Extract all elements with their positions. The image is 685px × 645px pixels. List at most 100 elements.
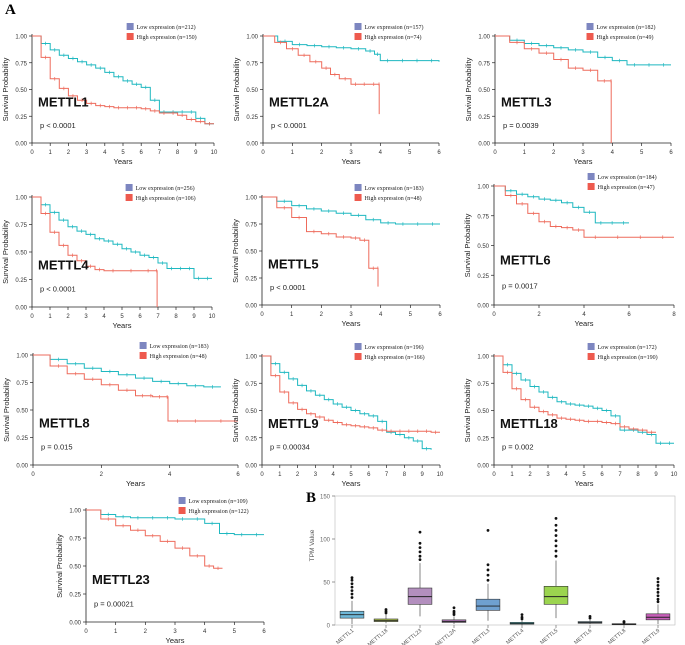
y-tick-label: 0.50 bbox=[245, 250, 257, 256]
curve-high-expression bbox=[262, 355, 440, 433]
outlier-point bbox=[418, 530, 422, 534]
y-tick-label: 0 bbox=[327, 624, 331, 630]
x-tick-label: 0 bbox=[261, 150, 265, 156]
outlier-point bbox=[350, 596, 354, 599]
legend-swatch-low bbox=[354, 23, 362, 30]
outlier-point bbox=[452, 606, 456, 610]
y-axis-label: Survival Probability bbox=[232, 57, 241, 121]
legend-label-low: Low expression (n=196) bbox=[365, 344, 424, 351]
legend-swatch-low bbox=[587, 343, 595, 350]
outlier-point bbox=[350, 578, 354, 582]
plot-title: METTL2A bbox=[269, 95, 330, 110]
x-tick-label: 10 bbox=[671, 472, 678, 478]
legend-swatch-low bbox=[587, 173, 595, 180]
legend-label-high: High expression (n=150) bbox=[137, 34, 197, 41]
p-value: p = 0.015 bbox=[41, 443, 73, 452]
x-axis-label: Years bbox=[113, 321, 132, 330]
outlier-point bbox=[656, 584, 660, 587]
x-tick-label: 1 bbox=[291, 150, 295, 156]
x-tick-label: METTL6 bbox=[573, 628, 593, 645]
x-tick-label: 9 bbox=[654, 472, 658, 478]
x-tick-label: 6 bbox=[140, 150, 144, 156]
outlier-point bbox=[554, 529, 558, 532]
y-tick-label: 150 bbox=[320, 495, 331, 501]
y-tick-label: 0.00 bbox=[16, 464, 28, 470]
x-axis-label: Years bbox=[342, 157, 361, 166]
y-tick-label: 0.50 bbox=[477, 244, 489, 250]
legend-swatch-low bbox=[586, 23, 594, 30]
legend-swatch-high bbox=[354, 353, 362, 360]
x-tick-label: 1 bbox=[523, 150, 527, 156]
y-tick-label: 1.00 bbox=[477, 185, 489, 191]
x-tick-label: 3 bbox=[314, 472, 318, 478]
y-tick-label: 0.50 bbox=[15, 88, 27, 94]
x-tick-label: METTL4 bbox=[505, 628, 525, 645]
box-mettl3 bbox=[475, 529, 501, 621]
legend-swatch-high bbox=[125, 194, 133, 201]
y-tick-label: 0.75 bbox=[245, 223, 257, 229]
y-axis-label: Survival Probability bbox=[463, 213, 472, 277]
legend-swatch-high bbox=[587, 353, 595, 360]
x-tick-label: 0 bbox=[31, 472, 35, 478]
legend-label-high: High expression (n=166) bbox=[365, 354, 425, 361]
x-tick-label: 9 bbox=[194, 150, 198, 156]
km-plot-mettl3: 0.00 0.25 0.50 0.75 1.00 0 1 2 3 4 5 6 Years Survival… bbox=[464, 23, 673, 166]
x-tick-label: 2 bbox=[100, 472, 104, 478]
legend-swatch-high bbox=[354, 33, 362, 40]
km-plot-mettl8: 0.00 0.25 0.50 0.75 1.00 0 2 4 6 Years Survival Pr… bbox=[2, 342, 240, 488]
outlier-point bbox=[418, 554, 422, 558]
x-tick-label: 5 bbox=[640, 150, 644, 156]
outlier-point bbox=[554, 516, 558, 520]
y-tick-label: 50 bbox=[323, 581, 330, 587]
outlier-point bbox=[418, 541, 422, 545]
x-tick-label: 6 bbox=[367, 472, 371, 478]
box-mettl5 bbox=[543, 516, 569, 619]
x-tick-label: METTL8 bbox=[607, 628, 627, 645]
panel-a-label: A bbox=[5, 2, 16, 18]
curve-low-expression bbox=[494, 185, 629, 224]
y-tick-label: 0.50 bbox=[15, 251, 27, 257]
y-tick-label: 0.75 bbox=[477, 382, 489, 388]
y-tick-label: 0.75 bbox=[15, 61, 27, 67]
x-tick-label: 1 bbox=[278, 472, 282, 478]
x-tick-label: 6 bbox=[627, 312, 631, 318]
x-tick-label: 2 bbox=[66, 314, 70, 320]
y-tick-label: 0.25 bbox=[69, 593, 81, 599]
y-tick-label: 0.25 bbox=[477, 436, 489, 442]
x-tick-label: 3 bbox=[349, 312, 353, 318]
x-tick-label: 2 bbox=[296, 472, 300, 478]
x-tick-label: 3 bbox=[581, 150, 585, 156]
box bbox=[543, 585, 569, 605]
plot-title: METTL18 bbox=[500, 416, 558, 431]
outlier-point bbox=[554, 534, 558, 537]
plot-frame bbox=[334, 495, 676, 626]
x-tick-label: 8 bbox=[403, 472, 407, 478]
y-tick-label: 0.75 bbox=[16, 381, 28, 387]
legend-label-high: High expression (n=122) bbox=[189, 508, 249, 515]
legend-label-low: Low expression (n=184) bbox=[598, 174, 657, 181]
box-mettl18 bbox=[373, 608, 399, 624]
outlier-point bbox=[520, 613, 524, 617]
outlier-point bbox=[656, 590, 660, 594]
outlier-point bbox=[350, 589, 354, 592]
x-tick-label: 7 bbox=[618, 472, 622, 478]
box-mettl1 bbox=[339, 576, 365, 625]
curve-high-expression bbox=[262, 196, 379, 287]
legend-label-low: Low expression (n=109) bbox=[189, 498, 248, 505]
x-tick-label: 2 bbox=[320, 150, 324, 156]
y-tick-label: 0.50 bbox=[69, 565, 81, 571]
p-value: p < 0.0001 bbox=[40, 285, 76, 294]
legend-label-high: High expression (n=74) bbox=[365, 34, 422, 41]
outlier-point bbox=[350, 585, 354, 589]
x-tick-label: 5 bbox=[349, 472, 353, 478]
legend-label-low: Low expression (n=256) bbox=[136, 185, 195, 192]
y-axis-label: Survival Probability bbox=[55, 534, 64, 598]
outlier-point bbox=[486, 573, 490, 577]
legend-swatch-high bbox=[139, 352, 147, 359]
plot-title: METTL4 bbox=[38, 258, 89, 273]
x-tick-label: 10 bbox=[211, 150, 218, 156]
x-tick-label: 3 bbox=[349, 150, 353, 156]
x-tick-label: 1 bbox=[49, 150, 53, 156]
legend-swatch-high bbox=[354, 194, 362, 201]
y-tick-label: 0.50 bbox=[245, 409, 257, 415]
